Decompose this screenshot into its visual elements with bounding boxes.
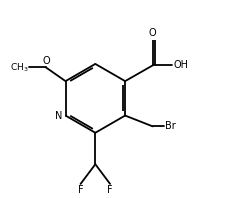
Text: F: F bbox=[107, 186, 112, 195]
Text: O: O bbox=[42, 56, 49, 66]
Text: Br: Br bbox=[165, 121, 175, 131]
Text: F: F bbox=[77, 186, 83, 195]
Text: CH$_3$: CH$_3$ bbox=[9, 61, 28, 74]
Text: N: N bbox=[54, 110, 62, 121]
Text: OH: OH bbox=[173, 60, 188, 70]
Text: O: O bbox=[148, 28, 156, 38]
